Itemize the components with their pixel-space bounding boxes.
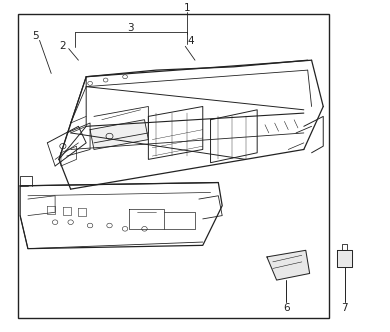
Polygon shape bbox=[61, 146, 76, 166]
Bar bbox=[18, 14, 329, 318]
Polygon shape bbox=[20, 183, 222, 249]
Polygon shape bbox=[59, 77, 86, 159]
Text: 5: 5 bbox=[32, 32, 39, 42]
Text: 6: 6 bbox=[283, 302, 290, 312]
Polygon shape bbox=[90, 120, 148, 149]
Polygon shape bbox=[337, 250, 353, 267]
Text: 3: 3 bbox=[128, 23, 134, 33]
Polygon shape bbox=[148, 107, 203, 159]
Text: 4: 4 bbox=[188, 37, 195, 46]
Polygon shape bbox=[267, 250, 310, 280]
Text: 7: 7 bbox=[341, 302, 348, 312]
Text: 2: 2 bbox=[60, 41, 66, 51]
Polygon shape bbox=[211, 110, 257, 163]
Text: 1: 1 bbox=[184, 3, 191, 13]
